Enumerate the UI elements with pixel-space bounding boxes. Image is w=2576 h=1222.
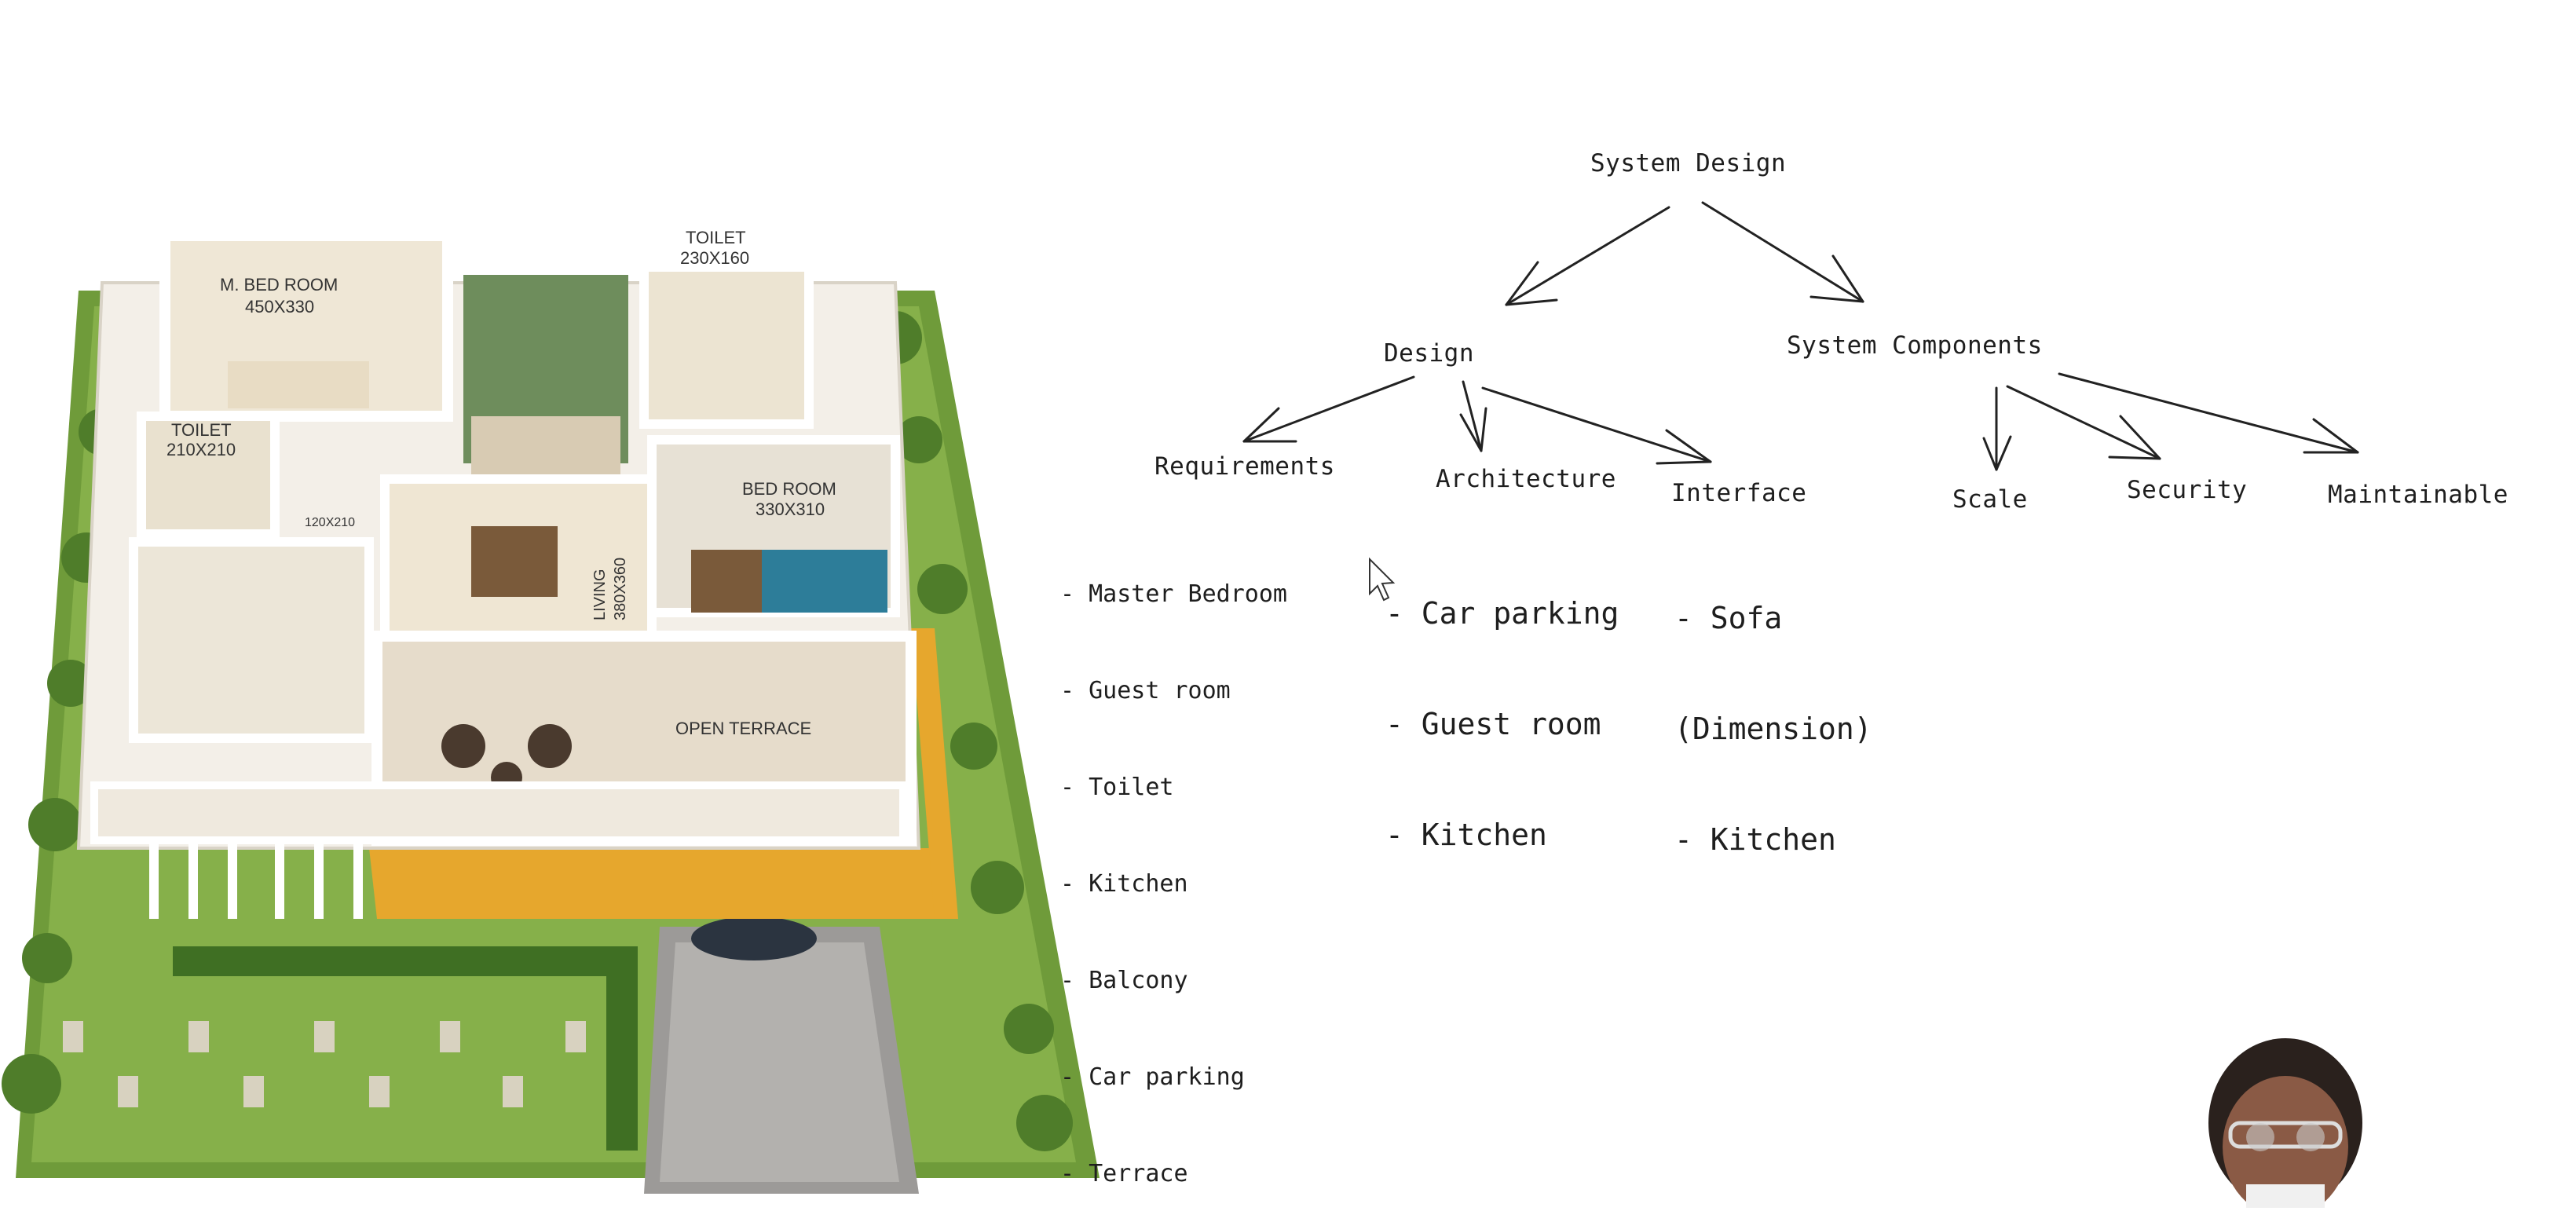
interface-node: Interface	[1671, 479, 1807, 507]
architecture-list: - Car parking - Guest room - Kitchen	[1385, 521, 1619, 891]
arrow-components-to-scale	[1982, 386, 2012, 471]
bed	[228, 361, 369, 408]
arrow-root-to-design	[1505, 206, 1670, 306]
interface-list: - Sofa (Dimension) - Kitchen	[1674, 526, 1872, 895]
label-m-bed-room-dim: 450X330	[245, 297, 314, 316]
label-open-terrace: OPEN TERRACE	[675, 719, 811, 738]
parking-slab	[369, 848, 958, 919]
toilet-top	[639, 262, 814, 429]
arrow-components-to-maintainable	[2058, 372, 2359, 454]
list-item: - Guest room	[1385, 707, 1601, 741]
presenter-webcam	[2199, 1037, 2372, 1217]
arrow-design-to-interface	[1481, 386, 1712, 465]
pillars	[149, 840, 363, 919]
room-labels: M. BED ROOM 450X330 TOILET 230X160 TOILE…	[166, 228, 836, 738]
label-toilet-left: TOILET	[171, 420, 232, 440]
requirements-node: Requirements	[1154, 452, 1335, 481]
scale-node: Scale	[1952, 485, 2028, 514]
arrow-root-to-components	[1701, 201, 1864, 303]
presenter-avatar	[2208, 1038, 2362, 1217]
label-living: LIVING	[591, 569, 609, 620]
hedge-side	[606, 946, 638, 1151]
list-item: - Terrace	[1060, 1160, 1188, 1187]
label-toilet-top-dim: 230X160	[680, 248, 749, 268]
maintainable-node: Maintainable	[2328, 481, 2508, 509]
system-components-node: System Components	[1787, 331, 2043, 360]
label-bed-room: BED ROOM	[742, 479, 836, 499]
staircase	[471, 416, 620, 479]
design-node: Design	[1384, 339, 1474, 368]
list-item: - Toilet	[1060, 774, 1174, 801]
blue-wall	[754, 550, 887, 613]
arrow-components-to-security	[2006, 385, 2161, 460]
list-item: - Kitchen	[1060, 870, 1188, 898]
list-item: (Dimension)	[1674, 712, 1872, 746]
list-item: - Kitchen	[1674, 822, 1836, 857]
driveway-tiles	[660, 942, 899, 1182]
hedge	[173, 946, 636, 976]
list-item: - Kitchen	[1385, 818, 1547, 852]
label-m-bed-room: M. BED ROOM	[220, 275, 338, 295]
list-item: - Master Bedroom	[1060, 580, 1287, 608]
bedroom-door	[691, 550, 762, 613]
root-node: System Design	[1590, 149, 1787, 177]
list-item: - Guest room	[1060, 677, 1231, 704]
label-bed-room-dim: 330X310	[756, 499, 825, 519]
requirements-list: - Master Bedroom - Guest room - Toilet -…	[1060, 514, 1287, 1222]
list-item: - Car parking	[1385, 596, 1619, 631]
car	[691, 916, 817, 960]
toilet-left	[137, 412, 280, 539]
stepping-stones	[63, 1021, 586, 1107]
slab-edge	[911, 628, 958, 919]
label-toilet-top: TOILET	[686, 228, 746, 247]
label-small-dim: 120X210	[305, 516, 355, 529]
label-toilet-left-dim: 210X210	[166, 440, 236, 459]
left-wing	[129, 537, 374, 743]
coffee-table	[471, 526, 558, 597]
arrow-design-to-architecture	[1459, 380, 1487, 452]
mouse-pointer-icon	[1369, 557, 1396, 602]
balcony	[90, 781, 907, 844]
label-living-dim: 380X360	[612, 558, 629, 620]
security-node: Security	[2127, 476, 2248, 504]
list-item: - Sofa	[1674, 601, 1783, 635]
floor-plan-illustration: M. BED ROOM 450X330 TOILET 230X160 TOILE…	[0, 181, 1115, 1208]
arrow-design-to-requirements	[1242, 375, 1415, 443]
floor-plan-drawing: M. BED ROOM 450X330 TOILET 230X160 TOILE…	[2, 228, 1100, 1194]
architecture-node: Architecture	[1436, 465, 1616, 493]
list-item: - Balcony	[1060, 967, 1188, 994]
list-item: - Car parking	[1060, 1063, 1245, 1091]
